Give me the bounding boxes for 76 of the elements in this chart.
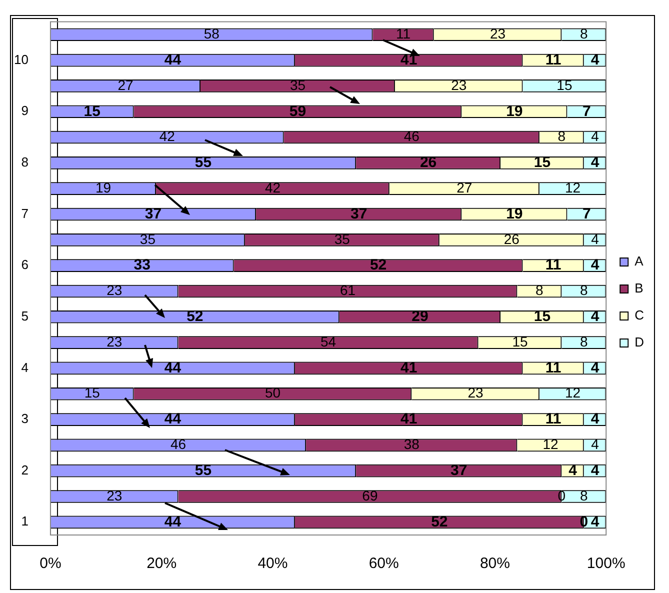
- data-label: 4: [590, 256, 600, 274]
- data-label: 35: [290, 76, 306, 93]
- y-tick-label: 6: [21, 257, 28, 272]
- x-tick-label: 0%: [40, 555, 62, 572]
- legend-label: C: [634, 308, 644, 323]
- data-label: 58: [204, 25, 220, 42]
- y-tick-label: 3: [21, 411, 28, 426]
- data-label: 12: [542, 436, 559, 452]
- data-label: 23: [106, 333, 122, 350]
- data-label: 8: [580, 487, 588, 504]
- y-tick-label: 8: [21, 154, 28, 170]
- data-label: 4: [591, 128, 600, 144]
- data-label: 11: [545, 256, 562, 274]
- data-label: 46: [404, 128, 420, 144]
- data-label: 38: [404, 436, 420, 452]
- data-label: 4: [590, 462, 600, 479]
- y-tick-label: 9: [21, 103, 28, 118]
- x-tick-label: 40%: [258, 555, 288, 572]
- data-label: 11: [545, 51, 562, 68]
- y-tick-label: 1: [21, 514, 28, 529]
- data-label: 26: [504, 230, 520, 247]
- legend-label: A: [634, 254, 644, 269]
- x-tick-label: 20%: [146, 555, 177, 572]
- data-label: 23: [106, 282, 122, 298]
- data-label: 11: [545, 410, 562, 428]
- data-label: 27: [456, 179, 472, 196]
- data-label: 59: [289, 102, 306, 120]
- data-label: 4: [591, 436, 600, 452]
- x-tick-label: 80%: [480, 555, 510, 572]
- data-label: 23: [106, 487, 122, 504]
- data-label: 23: [490, 25, 506, 42]
- data-label: 23: [451, 76, 467, 93]
- x-tick-label: 60%: [368, 555, 399, 572]
- data-label: 15: [512, 333, 528, 350]
- y-tick-label: 5: [21, 308, 28, 324]
- data-label: 54: [320, 333, 336, 350]
- data-label: 19: [506, 102, 523, 120]
- data-label: 42: [159, 128, 176, 144]
- data-label: 42: [264, 179, 281, 196]
- data-label: 4: [590, 51, 600, 68]
- y-tick-label: 2: [21, 462, 28, 478]
- data-label: 46: [170, 436, 186, 452]
- data-label: 8: [558, 128, 566, 144]
- y-tick-label: 10: [14, 52, 28, 67]
- data-label: 69: [362, 487, 378, 504]
- y-tick-label: 7: [21, 206, 28, 221]
- data-label: 61: [340, 282, 356, 298]
- data-label: 44: [164, 410, 182, 428]
- data-label: 15: [556, 76, 572, 93]
- data-label: 8: [580, 25, 588, 42]
- y-tick-label: 4: [21, 360, 28, 375]
- legend-label: D: [634, 334, 644, 350]
- data-label: 8: [580, 333, 588, 350]
- data-label: 4: [568, 462, 578, 479]
- data-label: 19: [95, 179, 112, 196]
- data-label: 8: [580, 282, 588, 298]
- data-label: 27: [118, 76, 134, 93]
- data-label: 41: [400, 359, 418, 376]
- data-label: 12: [564, 179, 581, 196]
- data-label: 44: [164, 513, 182, 530]
- data-label: 35: [334, 230, 350, 247]
- data-label: 8: [536, 282, 544, 298]
- x-tick-label: 100%: [586, 555, 626, 572]
- data-label: 4: [591, 230, 600, 247]
- data-label: 35: [140, 230, 156, 247]
- data-label: 4: [590, 410, 600, 428]
- data-label: 44: [164, 51, 182, 68]
- data-label: 19: [506, 205, 523, 222]
- data-label: 41: [400, 410, 418, 428]
- data-label: 4: [590, 513, 600, 530]
- data-label: 11: [545, 359, 562, 376]
- data-label: 11: [396, 25, 411, 42]
- data-label: 0: [558, 487, 566, 504]
- data-label: 4: [590, 359, 600, 376]
- data-label: 44: [164, 359, 182, 376]
- legend-label: B: [634, 280, 644, 296]
